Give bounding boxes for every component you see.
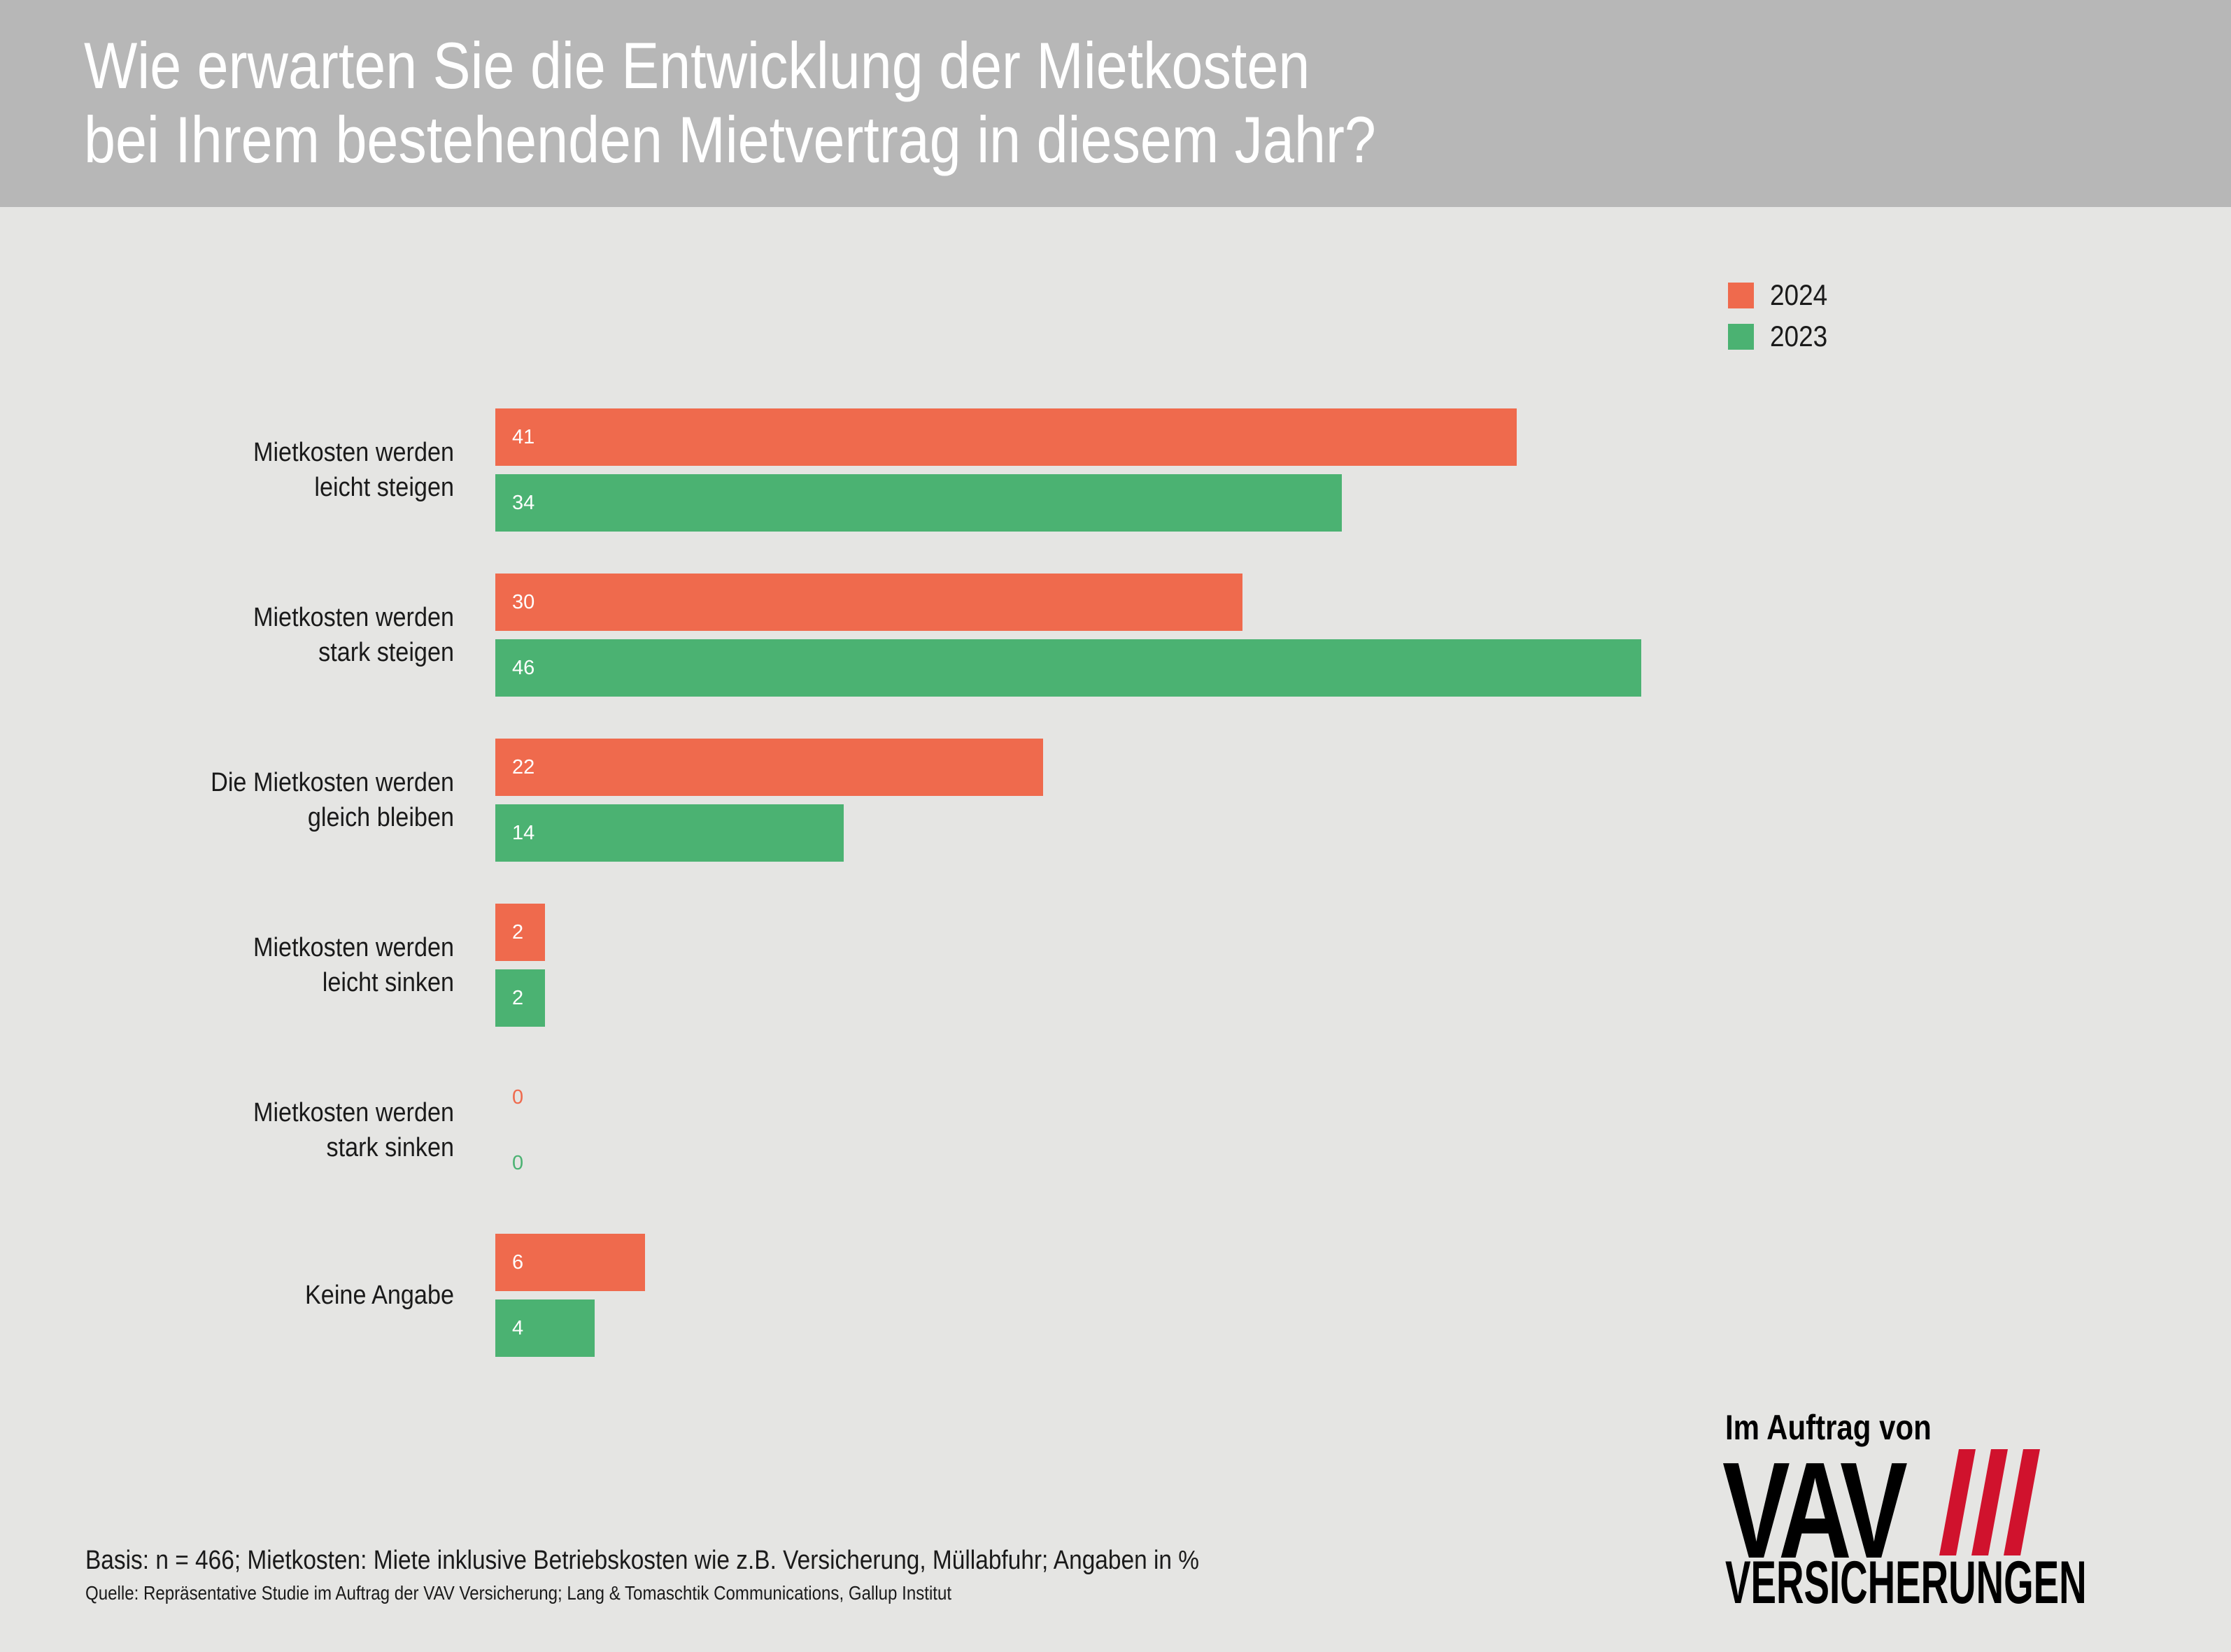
category-label-line: leicht steigen [314,473,454,502]
category-label: Mietkosten werden stark sinken [101,1095,454,1165]
data-label: 2 [512,987,524,1009]
data-label: 2 [512,921,524,944]
data-label: 34 [512,492,535,514]
data-label: 6 [512,1251,524,1274]
bar-2024 [495,904,546,961]
bar-2024 [495,1234,645,1291]
category-label-line: Mietkosten werden [253,933,454,962]
footnote-source: Quelle: Repräsentative Studie im Auftrag… [85,1582,952,1604]
data-label: 14 [512,822,535,844]
data-label: 0 [512,1152,524,1174]
category-label-line: Mietkosten werden [253,1098,454,1127]
category-label-line: stark steigen [318,638,454,667]
legend-swatch-2023 [1728,323,1754,350]
bar-2024 [495,739,1044,796]
data-label: 0 [512,1086,524,1109]
data-label: 4 [512,1317,524,1339]
category-label: Die Mietkosten werden gleich bleiben [101,765,454,835]
category-label: Mietkosten werden leicht steigen [101,435,454,505]
category-label-line: leicht sinken [322,968,454,997]
legend-label-2023: 2023 [1770,320,1828,353]
category-label: Mietkosten werden stark steigen [101,600,454,670]
footnote-basis: Basis: n = 466; Mietkosten: Miete inklus… [85,1546,1200,1575]
category-label-line: stark sinken [326,1133,454,1162]
data-label: 22 [512,756,535,778]
header-banner: Wie erwarten Sie die Entwicklung der Mie… [0,0,2231,207]
category-label: Keine Angabe [101,1278,454,1313]
logo-caption: Im Auftrag von [1725,1408,1932,1447]
bar-2023 [495,804,844,862]
bar-2023 [495,969,546,1027]
data-label: 41 [512,426,535,448]
category-label-line: Die Mietkosten werden [211,768,454,797]
category-label: Mietkosten werden leicht sinken [101,930,454,1000]
category-label-line: gleich bleiben [307,803,454,832]
vav-logo: Im Auftrag von VAV VERSICHERUNGEN [1722,1407,2194,1617]
bar-2024 [495,574,1242,631]
data-label: 30 [512,591,535,613]
logo-brand: VAV [1722,1434,1908,1587]
legend-label-2024: 2024 [1770,278,1828,311]
category-label-line: Mietkosten werden [253,438,454,467]
legend-item-2023: 2023 [1728,322,1835,351]
category-label-line: Mietkosten werden [253,603,454,632]
legend-item-2024: 2024 [1728,280,1835,310]
data-label: 46 [512,657,535,679]
chart-title-line-2: bei Ihrem bestehenden Mietvertrag in die… [84,103,1376,176]
bar-2024 [495,408,1517,466]
bar-2023 [495,1299,595,1357]
bar-2023 [495,639,1641,697]
bar-2023 [495,474,1343,532]
legend-swatch-2024 [1728,282,1754,308]
chart-title-line-1: Wie erwarten Sie die Entwicklung der Mie… [84,29,1310,102]
logo-stripes-icon [1939,1449,2040,1555]
category-label-line: Keine Angabe [304,1281,454,1310]
logo-subtitle: VERSICHERUNGEN [1725,1549,2087,1616]
